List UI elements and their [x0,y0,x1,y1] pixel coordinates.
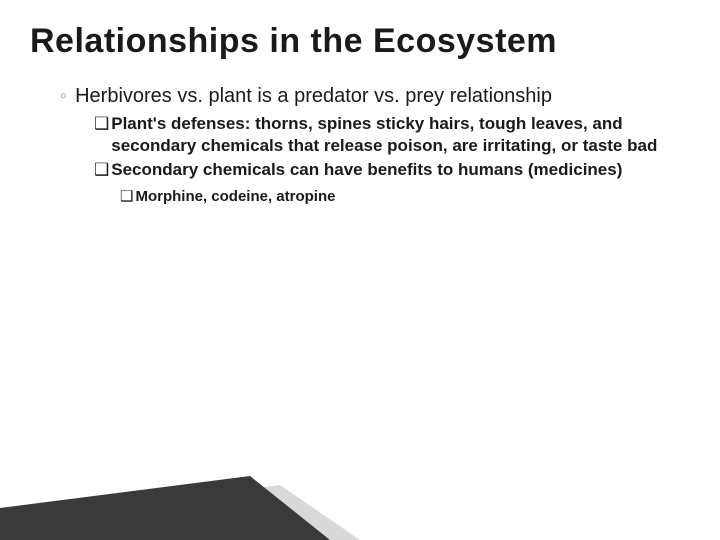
corner-decoration-icon [0,470,360,540]
bullet-lvl2-icon: ❑ [94,113,109,157]
list-item-text: Morphine, codeine, atropine [135,187,335,207]
bullet-lvl1-icon: ◦ [60,83,67,109]
bullet-lvl2-icon: ❑ [94,159,109,181]
list-item-lvl1: ◦ Herbivores vs. plant is a predator vs.… [60,83,690,109]
list-item-lvl2: ❑ Plant's defenses: thorns, spines stick… [94,113,690,157]
list-item-lvl3: ❑ Morphine, codeine, atropine [120,187,690,207]
list-item-text: Plant's defenses: thorns, spines sticky … [111,113,690,157]
list-item-text: Herbivores vs. plant is a predator vs. p… [75,83,552,109]
bullet-lvl3-icon: ❑ [120,187,133,207]
list-item-lvl2: ❑ Secondary chemicals can have benefits … [94,159,690,181]
slide-title: Relationships in the Ecosystem [30,22,690,61]
list-item-text: Secondary chemicals can have benefits to… [111,159,622,181]
slide: Relationships in the Ecosystem ◦ Herbivo… [0,0,720,540]
